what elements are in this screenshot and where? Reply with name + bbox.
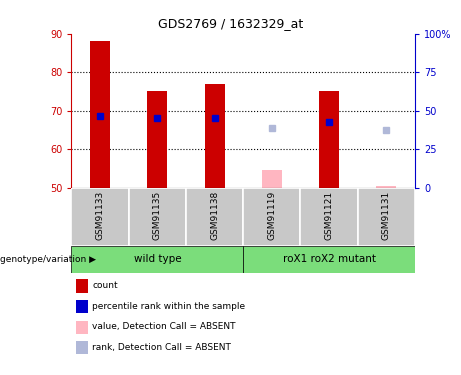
- Bar: [71, 246, 243, 273]
- Text: GSM91119: GSM91119: [267, 190, 276, 240]
- Bar: [376, 186, 396, 188]
- Bar: [243, 188, 301, 246]
- Text: count: count: [92, 281, 118, 290]
- Bar: [205, 84, 225, 188]
- Text: roX1 roX2 mutant: roX1 roX2 mutant: [283, 254, 376, 264]
- Bar: [319, 92, 339, 188]
- Bar: [358, 188, 415, 246]
- Bar: [186, 188, 243, 246]
- Text: value, Detection Call = ABSENT: value, Detection Call = ABSENT: [92, 322, 236, 332]
- Text: rank, Detection Call = ABSENT: rank, Detection Call = ABSENT: [92, 343, 231, 352]
- Bar: [90, 42, 110, 188]
- Text: GSM91131: GSM91131: [382, 190, 391, 240]
- Bar: [129, 188, 186, 246]
- Text: GSM91133: GSM91133: [95, 190, 105, 240]
- Text: wild type: wild type: [134, 254, 181, 264]
- Bar: [262, 170, 282, 188]
- Text: GSM91121: GSM91121: [325, 190, 334, 240]
- Bar: [243, 246, 415, 273]
- Text: genotype/variation ▶: genotype/variation ▶: [0, 255, 96, 264]
- Bar: [71, 188, 129, 246]
- Text: GSM91138: GSM91138: [210, 190, 219, 240]
- Text: percentile rank within the sample: percentile rank within the sample: [92, 302, 245, 311]
- Bar: [148, 92, 167, 188]
- Bar: [301, 188, 358, 246]
- Text: GDS2769 / 1632329_at: GDS2769 / 1632329_at: [158, 17, 303, 30]
- Text: GSM91135: GSM91135: [153, 190, 162, 240]
